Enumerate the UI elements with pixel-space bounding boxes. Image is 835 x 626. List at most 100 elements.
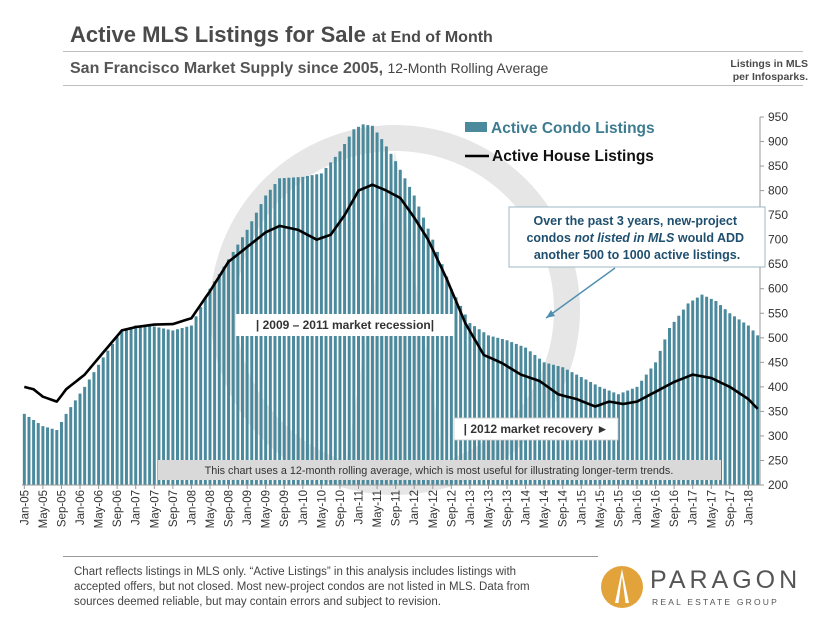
condo-bar [477, 329, 481, 485]
condo-bar [83, 386, 87, 485]
x-tick-label: Sep-09 [279, 490, 291, 527]
x-tick-label: May-12 [428, 490, 440, 528]
condo-bar [87, 379, 91, 485]
callout-arrow [545, 267, 616, 319]
condo-bar [352, 129, 356, 485]
condo-bar [357, 126, 360, 485]
condo-bar [120, 330, 124, 485]
brand-subtitle: REAL ESTATE GROUP [652, 597, 779, 607]
x-tick-label: Jan-10 [298, 490, 310, 525]
condo-bar [268, 189, 272, 485]
condo-bar [714, 301, 718, 485]
condo-bar [213, 281, 217, 485]
condo-bar [431, 239, 435, 485]
x-tick-label: Sep-11 [391, 490, 403, 526]
condo-bar [199, 307, 203, 485]
condo-bar [663, 339, 667, 485]
condo-bar [92, 372, 96, 485]
callout-arrowhead [546, 310, 555, 318]
condo-bar [143, 326, 147, 485]
y-tick-label: 700 [768, 233, 788, 247]
condo-bar [677, 315, 681, 485]
x-tick-label: Sep-14 [558, 489, 570, 527]
x-tick-label: May-17 [706, 490, 718, 528]
x-tick-label: Sep-10 [335, 490, 347, 527]
condo-bar [46, 427, 50, 485]
legend-condo-label: Active Condo Listings [491, 120, 655, 137]
condo-bar [681, 309, 685, 485]
condo-bar [171, 330, 175, 485]
condo-bar [176, 329, 179, 485]
condo-bar [185, 326, 189, 485]
y-tick-label: 250 [768, 453, 788, 467]
rolling-average-note: This chart uses a 12-month rolling avera… [205, 465, 674, 477]
condo-bar [496, 337, 500, 485]
condo-bar [737, 319, 741, 485]
condo-bar [473, 326, 477, 485]
x-tick-label: Jan-14 [521, 489, 533, 525]
x-tick-label: May-07 [149, 490, 161, 528]
condo-bar [691, 300, 695, 485]
condo-bar [254, 212, 258, 485]
condo-bar [69, 407, 73, 485]
x-tick-label: Jan-16 [632, 490, 644, 525]
condo-bar [347, 136, 351, 485]
condo-bar [510, 342, 514, 485]
condo-bar [97, 364, 101, 485]
condo-bar [621, 392, 625, 485]
condo-bar [514, 343, 518, 485]
x-tick-label: May-06 [94, 490, 106, 528]
condo-bar [227, 259, 231, 485]
condo-bar [635, 386, 639, 485]
legend-house-label: Active House Listings [492, 148, 654, 165]
y-tick-label: 400 [768, 380, 788, 394]
condo-bar [742, 322, 746, 485]
y-tick-label: 950 [768, 110, 788, 124]
callout-box [508, 206, 766, 268]
legend-condo-swatch [465, 122, 487, 132]
y-tick-label: 350 [768, 404, 788, 418]
page-title: Active MLS Listings for Sale at End of M… [70, 22, 493, 47]
x-tick-label: Sep-16 [669, 490, 681, 527]
condo-bar [134, 325, 138, 485]
brand-name: PARAGON [650, 566, 802, 594]
footer-divider [63, 556, 598, 557]
x-tick-label: Jan-15 [576, 490, 588, 525]
page-subtitle: San Francisco Market Supply since 2005, … [70, 60, 549, 77]
condo-bar [138, 325, 142, 485]
footer-disclaimer: Chart reflects listings in MLS only. “Ac… [74, 566, 530, 608]
x-tick-label: May-16 [651, 490, 663, 528]
paragon-logo-icon [601, 566, 643, 608]
condo-bar [366, 125, 370, 485]
condo-bar [482, 332, 486, 485]
condo-bar [756, 335, 760, 485]
condo-bar [463, 314, 467, 485]
x-tick-label: Sep-17 [725, 490, 737, 527]
condo-bar [78, 393, 82, 485]
condo-bar [695, 297, 699, 485]
condo-bar [106, 350, 110, 485]
y-tick-label: 900 [768, 135, 788, 149]
condo-bar [73, 400, 77, 485]
condo-bar [50, 428, 54, 485]
condo-bar [36, 423, 40, 485]
condo-bar [672, 321, 676, 485]
x-tick-label: Sep-06 [112, 490, 124, 527]
condo-bar [524, 347, 528, 485]
condo-bar [709, 298, 713, 485]
y-tick-label: 550 [768, 306, 788, 320]
x-tick-label: Jan-17 [688, 490, 700, 525]
condo-bar [640, 380, 644, 485]
x-tick-label: May-10 [316, 490, 328, 528]
condo-bar [440, 264, 444, 485]
recovery-label: | 2012 market recovery ► [464, 422, 609, 436]
note-box [158, 460, 721, 480]
x-tick-label: Sep-05 [56, 490, 68, 527]
condo-bar [41, 426, 45, 485]
y-tick-label: 600 [768, 282, 788, 296]
y-tick-label: 800 [768, 184, 788, 198]
x-tick-label: Jan-09 [242, 490, 254, 525]
x-tick-label: May-14 [539, 489, 551, 528]
